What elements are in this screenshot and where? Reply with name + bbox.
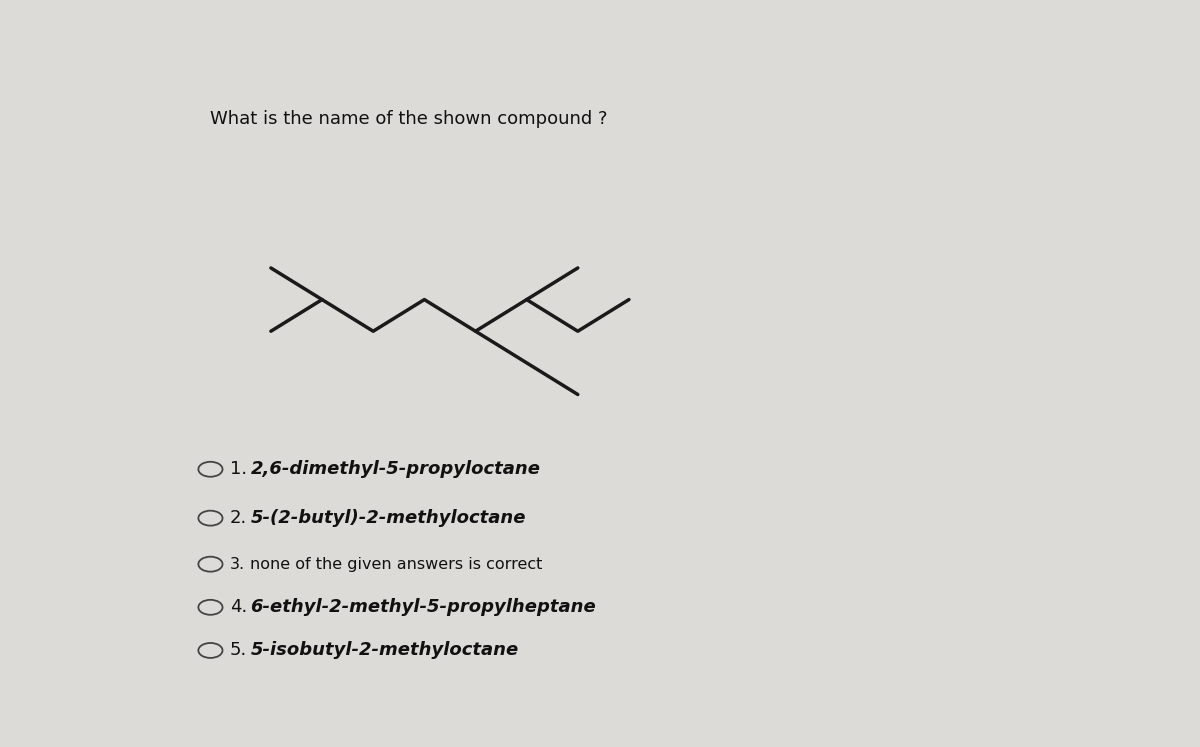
Text: What is the name of the shown compound ?: What is the name of the shown compound ?	[210, 110, 608, 128]
Text: 3.: 3.	[230, 557, 245, 571]
Text: 5-(2-butyl)-2-methyloctane: 5-(2-butyl)-2-methyloctane	[251, 509, 526, 527]
Text: 2.: 2.	[230, 509, 247, 527]
Text: 1.: 1.	[230, 460, 247, 478]
Text: none of the given answers is correct: none of the given answers is correct	[251, 557, 542, 571]
Text: 6-ethyl-2-methyl-5-propylheptane: 6-ethyl-2-methyl-5-propylheptane	[251, 598, 596, 616]
Text: 5.: 5.	[230, 642, 247, 660]
Text: 4.: 4.	[230, 598, 247, 616]
Text: 5-isobutyl-2-methyloctane: 5-isobutyl-2-methyloctane	[251, 642, 518, 660]
Text: 2,6-dimethyl-5-propyloctane: 2,6-dimethyl-5-propyloctane	[251, 460, 540, 478]
